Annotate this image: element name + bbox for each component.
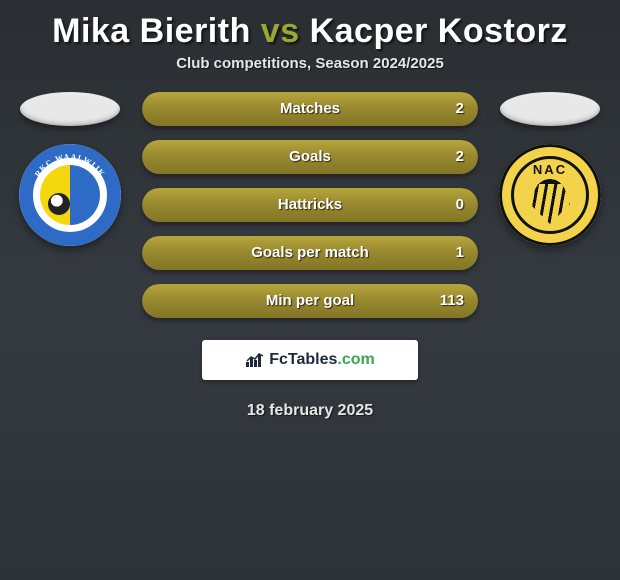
stat-bar: Hattricks 0 [142, 188, 478, 222]
stat-value-right: 0 [456, 196, 464, 213]
page-title: Mika Bierith vs Kacper Kostorz [0, 12, 620, 51]
left-column: RKC WAALWIJK RKC WAALWIJK [10, 92, 130, 246]
comparison-card: Mika Bierith vs Kacper Kostorz Club comp… [0, 0, 620, 420]
logo-text-suffix: .com [337, 351, 374, 368]
logo-text: FcTables.com [269, 351, 375, 369]
stat-bar: Matches 2 [142, 92, 478, 126]
stat-value-right: 2 [456, 148, 464, 165]
stat-bars: Matches 2 Goals 2 Hattricks 0 Goals per match 1… [142, 92, 478, 318]
player1-name: Mika Bierith [52, 12, 251, 50]
stat-label: Hattricks [278, 196, 342, 213]
fctables-logo[interactable]: FcTables.com [202, 340, 418, 380]
stat-bar: Goals 2 [142, 140, 478, 174]
stat-bar: Goals per match 1 [142, 236, 478, 270]
stat-label: Goals [289, 148, 331, 165]
main-row: RKC WAALWIJK RKC WAALWIJK Matches 2 Goals 2… [0, 92, 620, 318]
soccer-ball-icon [48, 193, 70, 215]
stat-value-right: 1 [456, 244, 464, 261]
bar-chart-icon [245, 352, 265, 368]
crest-center [40, 165, 100, 225]
flag-right [500, 92, 600, 126]
crest-text: NAC [533, 162, 567, 177]
flag-left [20, 92, 120, 126]
stat-value-right: 113 [440, 292, 464, 309]
stat-label: Goals per match [251, 244, 369, 261]
subtitle: Club competitions, Season 2024/2025 [0, 55, 620, 72]
stat-bar: Min per goal 113 [142, 284, 478, 318]
vs-text: vs [261, 12, 300, 50]
right-column: NAC [490, 92, 610, 246]
stat-label: Min per goal [266, 292, 354, 309]
stat-label: Matches [280, 100, 340, 117]
stat-value-right: 2 [456, 100, 464, 117]
player2-name: Kacper Kostorz [310, 12, 568, 50]
club-crest-right: NAC [499, 144, 601, 246]
club-crest-left: RKC WAALWIJK RKC WAALWIJK [19, 144, 121, 246]
date-text: 18 february 2025 [0, 402, 620, 420]
logo-text-main: FcTables [269, 351, 337, 368]
